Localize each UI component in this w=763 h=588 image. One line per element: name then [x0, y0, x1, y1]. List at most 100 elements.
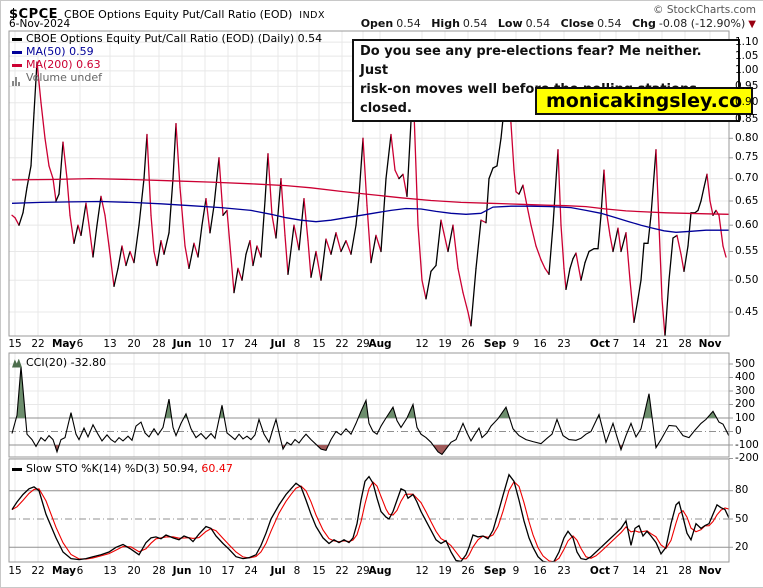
cci-indicator-label: CCI(20) -32.80	[12, 356, 106, 369]
x-tick-label: 6	[76, 338, 84, 350]
x-tick-label: 22	[335, 338, 349, 350]
x-tick-label: 20	[127, 565, 141, 577]
y-axis-label: 0.65	[735, 194, 759, 207]
x-tick-label: 29	[356, 338, 370, 350]
y-axis-label: 0.70	[735, 172, 759, 185]
x-tick-label: 23	[557, 565, 571, 577]
y-axis-label: 0.85	[735, 113, 759, 126]
annotation-line1: Do you see any pre-elections fear? Me ne…	[360, 44, 702, 78]
x-tick-label: 15	[312, 338, 326, 350]
x-tick-label: Jul	[270, 565, 286, 577]
copyright-notice: © StockCharts.com	[653, 4, 756, 16]
watermark-badge: monicakingsley.co	[535, 87, 754, 115]
close-value: 0.54	[597, 17, 622, 30]
x-axis-labels-top: 15 22 May 6 13 20 28 Jun 10 17 24 Jul 8 15 22 29 Aug 12 19…	[1, 338, 763, 352]
x-tick-label: 28	[152, 338, 166, 350]
sto-label-red: 60.47	[201, 462, 233, 475]
x-tick-label: 15	[8, 565, 22, 577]
y-axis-label: 0.75	[735, 151, 759, 164]
cci-label-text: CCI(20) -32.80	[26, 356, 107, 369]
x-tick-label: 7	[612, 565, 620, 577]
sto-label-black: Slow STO %K(14) %D(3) 50.94,	[26, 462, 198, 475]
y-axis-label: 50	[735, 512, 749, 525]
y-axis-label: 500	[735, 357, 756, 370]
y-axis-label: 1.05	[735, 49, 759, 62]
x-tick-label: 6	[76, 565, 84, 577]
y-axis-label: 0.50	[735, 273, 759, 286]
x-tick-label: 26	[461, 565, 475, 577]
x-tick-label: May	[51, 565, 77, 577]
instrument-name: CBOE Options Equity Put/Call Ratio (EOD)	[64, 8, 293, 21]
main-panel-border	[8, 30, 730, 337]
ohlc-quote-row: Open 0.54 High 0.54 Low 0.54 Close 0.54 Chg -…	[354, 17, 756, 30]
legend-ma50-label: MA(50) 0.59	[26, 45, 94, 58]
x-tick-label: 8	[293, 338, 301, 350]
x-tick-label: 17	[221, 338, 235, 350]
x-tick-label: 10	[198, 338, 212, 350]
legend-ma200-label: MA(200) 0.63	[26, 58, 101, 71]
y-axis-label: 1.10	[735, 35, 759, 48]
x-tick-label: 24	[244, 338, 258, 350]
y-axis-label: 1.00	[735, 64, 759, 77]
x-tick-label: 9	[512, 565, 520, 577]
y-axis-label: 200	[735, 398, 756, 410]
x-tick-label: 13	[103, 338, 117, 350]
x-axis-labels-bottom: 15 22 May 6 13 20 28 Jun 10 17 24 Jul 8 15 22 29 Aug 12 19…	[1, 565, 763, 579]
legend-ma50-row: MA(50) 0.59	[12, 45, 322, 59]
x-tick-label: 20	[127, 338, 141, 350]
y-axis-label: 0.60	[735, 218, 759, 231]
x-tick-label: 21	[655, 565, 669, 577]
open-value: 0.54	[396, 17, 421, 30]
y-axis-label: 0	[735, 425, 742, 437]
close-label: Close	[560, 17, 595, 30]
x-tick-label: 19	[438, 338, 452, 350]
y-axis-label: 0.55	[735, 244, 759, 257]
x-tick-label: 28	[152, 565, 166, 577]
x-tick-label: 16	[533, 565, 547, 577]
daily-line-swatch	[12, 37, 22, 41]
x-tick-label: 15	[8, 338, 22, 350]
chart-date: 6-Nov-2024	[9, 18, 71, 30]
ma50-line-swatch	[12, 50, 22, 54]
area-chart-icon	[12, 358, 22, 368]
high-label: High	[431, 17, 460, 30]
y-axis-label: 0.45	[735, 305, 759, 318]
chg-value: -0.08 (-12.90%)	[658, 17, 746, 30]
x-tick-label: Oct	[589, 565, 611, 577]
x-tick-label: Aug	[368, 565, 392, 577]
y-axis-label: 0.80	[735, 131, 759, 144]
chg-label: Chg	[632, 17, 656, 30]
header: $CPCE CBOE Options Equity Put/Call Ratio …	[9, 3, 325, 22]
ma200-line-swatch	[12, 63, 22, 67]
x-tick-label: 22	[31, 338, 45, 350]
exchange-label: INDX	[299, 10, 325, 21]
x-tick-label: Jun	[172, 338, 192, 350]
y-axis-label: 100	[735, 411, 756, 424]
y-axis-label: 400	[735, 371, 756, 383]
ma50-line	[11, 200, 729, 233]
x-tick-label: Jun	[172, 565, 192, 577]
price-line	[11, 61, 727, 336]
x-tick-label: Jul	[270, 338, 286, 350]
low-label: Low	[497, 17, 523, 30]
legend-daily-row: CBOE Options Equity Put/Call Ratio (EOD)…	[12, 32, 322, 46]
low-value: 0.54	[525, 17, 551, 30]
x-tick-label: Oct	[589, 338, 611, 350]
sto-k-swatch	[12, 467, 22, 471]
x-tick-label: 22	[31, 565, 45, 577]
x-tick-label: 16	[533, 338, 547, 350]
x-tick-label: 24	[244, 565, 258, 577]
y-axis-label: -100	[735, 438, 759, 451]
x-tick-label: Nov	[698, 565, 722, 577]
x-tick-label: 10	[198, 565, 212, 577]
volume-bars-icon	[12, 74, 22, 86]
legend-volume-label: Volume undef	[26, 71, 102, 84]
x-tick-label: Sep	[483, 338, 507, 350]
x-tick-label: 22	[335, 565, 349, 577]
y-axis-label: 80	[735, 484, 749, 497]
x-tick-label: 28	[678, 565, 692, 577]
high-value: 0.54	[462, 17, 488, 30]
x-tick-label: 12	[415, 565, 429, 577]
ticker-symbol: $CPCE	[9, 7, 59, 22]
